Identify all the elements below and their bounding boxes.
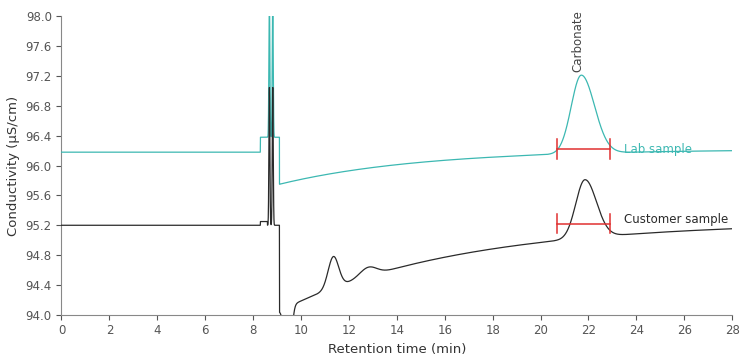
Text: Carbonate: Carbonate bbox=[572, 11, 584, 72]
Y-axis label: Conductivity (μS/cm): Conductivity (μS/cm) bbox=[7, 95, 20, 236]
X-axis label: Retention time (min): Retention time (min) bbox=[328, 343, 466, 356]
Text: Customer sample: Customer sample bbox=[625, 213, 729, 226]
Text: Lab sample: Lab sample bbox=[625, 143, 692, 156]
